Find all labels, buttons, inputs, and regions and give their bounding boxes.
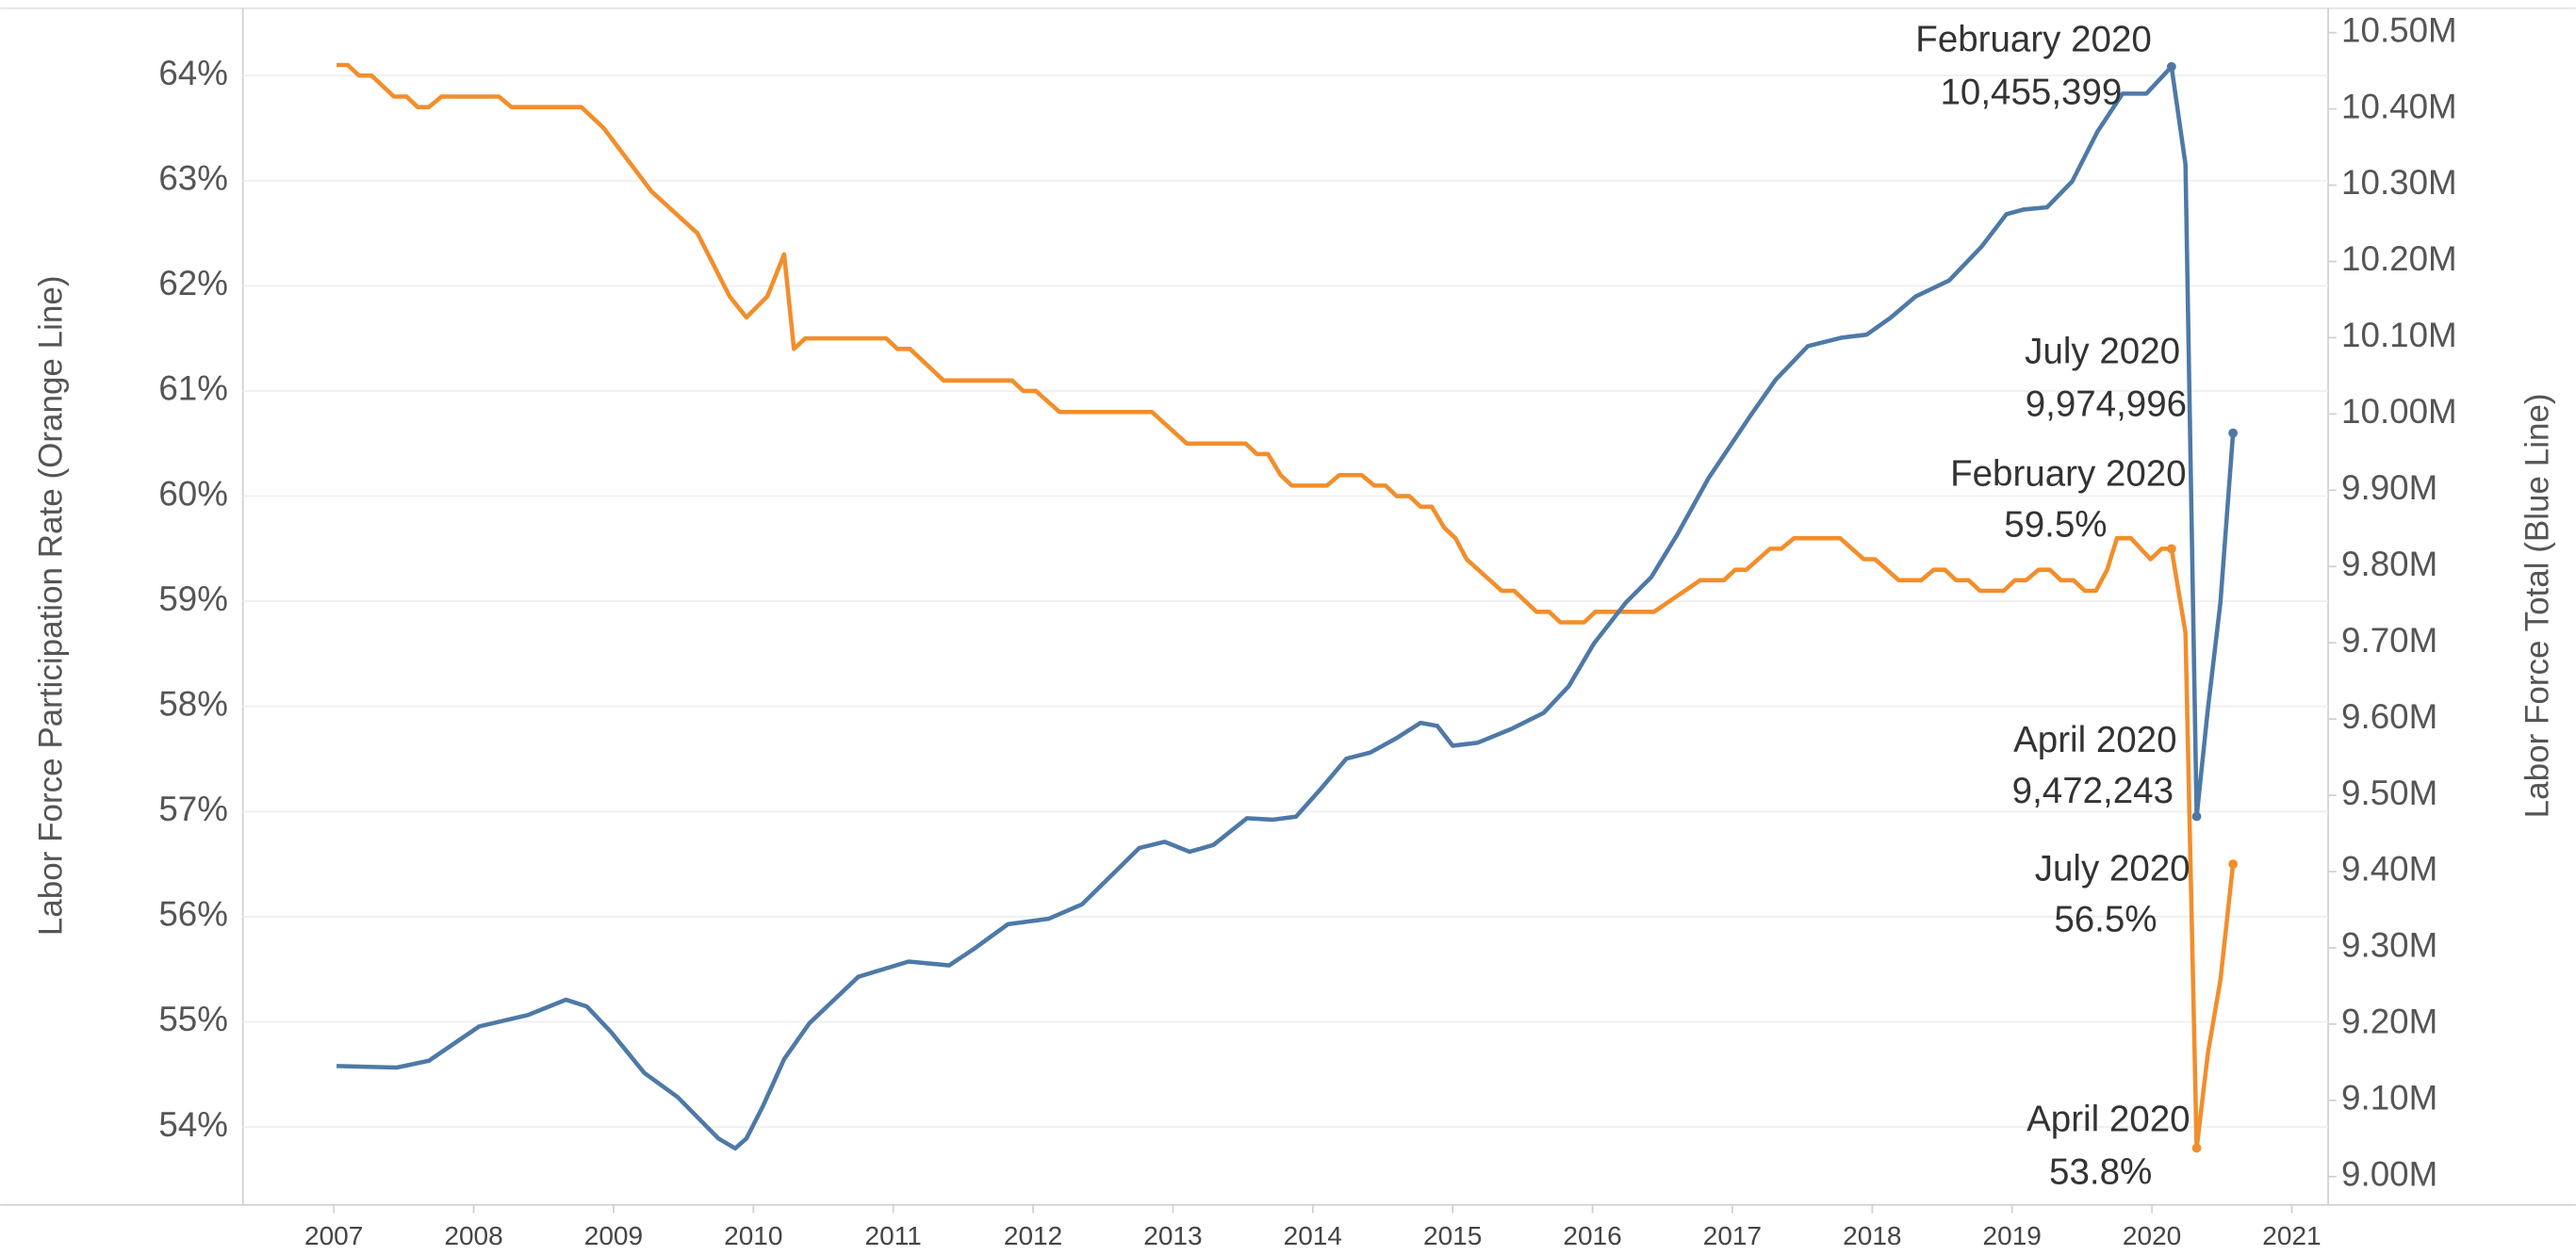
y2-tick-label: 9.70M — [2341, 621, 2437, 660]
y2-tick-label: 9.50M — [2341, 774, 2437, 812]
y2-tick-label: 9.40M — [2341, 850, 2437, 889]
y2-tick-label: 10.40M — [2341, 87, 2457, 125]
y2-tick-label: 9.00M — [2341, 1154, 2437, 1193]
x-tick-label: 2010 — [724, 1221, 782, 1250]
y2-tick-label: 10.50M — [2341, 10, 2457, 49]
y2-tick-label: 10.10M — [2341, 316, 2457, 354]
y-tick-label: 54% — [158, 1105, 228, 1144]
annotation-value: 53.8% — [2049, 1152, 2152, 1193]
x-tick-label: 2015 — [1423, 1221, 1482, 1250]
annotation-date: February 2020 — [1915, 20, 2152, 60]
series-line — [336, 62, 2236, 1150]
x-tick-label: 2008 — [444, 1221, 502, 1250]
y2-axis-title: Labor Force Total (Blue Line) — [2519, 393, 2555, 818]
point-marker — [2228, 859, 2239, 870]
point-marker — [2228, 428, 2239, 438]
x-tick-label: 2007 — [304, 1221, 363, 1250]
annotation-date: July 2020 — [2035, 848, 2190, 889]
x-tick-label: 2011 — [865, 1221, 922, 1250]
x-tick-label: 2019 — [1983, 1221, 2042, 1250]
y-axis-title: Labor Force Participation Rate (Orange L… — [33, 276, 70, 937]
annotation-date: February 2020 — [1950, 453, 2187, 494]
y-tick-label: 58% — [158, 684, 228, 723]
point-marker — [2191, 811, 2202, 822]
y-tick-label: 55% — [158, 1000, 228, 1038]
annotation-value: 10,455,399 — [1941, 73, 2123, 113]
x-tick-label: 2009 — [584, 1221, 643, 1250]
annotation-value: 59.5% — [2004, 505, 2107, 546]
y2-tick-label: 9.80M — [2341, 545, 2437, 583]
x-tick-label: 2018 — [1843, 1221, 1901, 1250]
y2-tick-label: 10.00M — [2341, 392, 2457, 431]
y-tick-label: 59% — [158, 579, 228, 618]
x-tick-label: 2021 — [2262, 1221, 2321, 1250]
y2-tick-label: 10.20M — [2341, 239, 2457, 278]
annotation-date: July 2020 — [2025, 332, 2180, 372]
annotation-value: 9,974,996 — [2026, 384, 2187, 425]
series-line — [336, 64, 2236, 1151]
annotation-value: 9,472,243 — [2012, 771, 2174, 811]
y-tick-label: 62% — [158, 264, 228, 302]
x-tick-label: 2020 — [2123, 1221, 2181, 1250]
x-tick-label: 2014 — [1284, 1221, 1342, 1250]
point-marker — [2166, 61, 2176, 72]
y-tick-label: 56% — [158, 895, 228, 934]
y-tick-label: 63% — [158, 158, 228, 197]
y-tick-label: 60% — [158, 474, 228, 513]
x-tick-label: 2016 — [1563, 1221, 1621, 1250]
y2-tick-label: 9.60M — [2341, 697, 2437, 736]
x-tick-label: 2012 — [1004, 1221, 1062, 1250]
y2-tick-label: 9.20M — [2341, 1003, 2437, 1041]
y2-tick-label: 9.10M — [2341, 1079, 2437, 1117]
y-tick-label: 61% — [158, 369, 228, 408]
y-tick-label: 57% — [158, 790, 228, 828]
point-marker — [2166, 544, 2176, 554]
y2-tick-label: 9.30M — [2341, 926, 2437, 965]
y2-tick-label: 10.30M — [2341, 163, 2457, 202]
annotation-value: 56.5% — [2054, 900, 2157, 940]
x-tick-label: 2017 — [1703, 1221, 1762, 1250]
annotation-date: April 2020 — [2026, 1100, 2190, 1140]
x-tick-label: 2013 — [1143, 1221, 1202, 1250]
point-marker — [2191, 1143, 2202, 1153]
y2-tick-label: 9.90M — [2341, 468, 2437, 507]
y-tick-label: 64% — [158, 54, 228, 92]
annotation-date: April 2020 — [2013, 720, 2176, 760]
